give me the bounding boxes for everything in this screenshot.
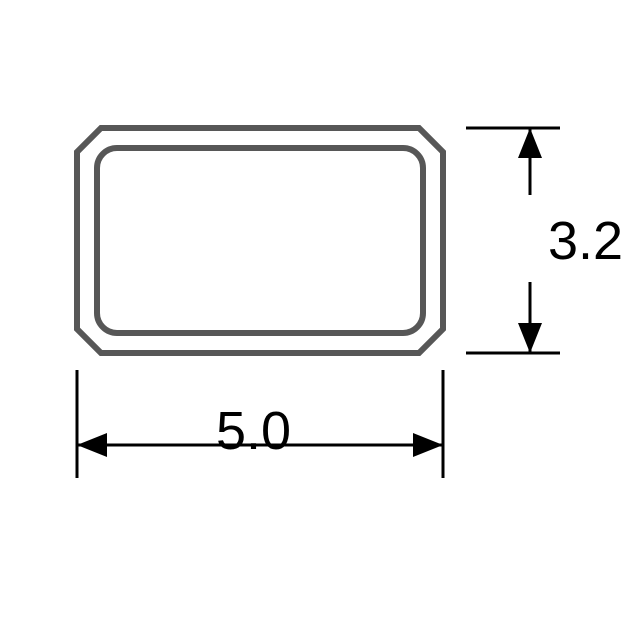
component-outer-outline (77, 128, 443, 353)
height-arrow-top (518, 128, 542, 158)
width-arrow-right (413, 433, 443, 457)
height-arrow-bottom (518, 323, 542, 353)
component-inner-outline (97, 148, 423, 333)
width-arrow-left (77, 433, 107, 457)
technical-drawing (0, 0, 640, 640)
width-value: 5.0 (216, 400, 291, 462)
height-value: 3.2 (548, 210, 623, 272)
